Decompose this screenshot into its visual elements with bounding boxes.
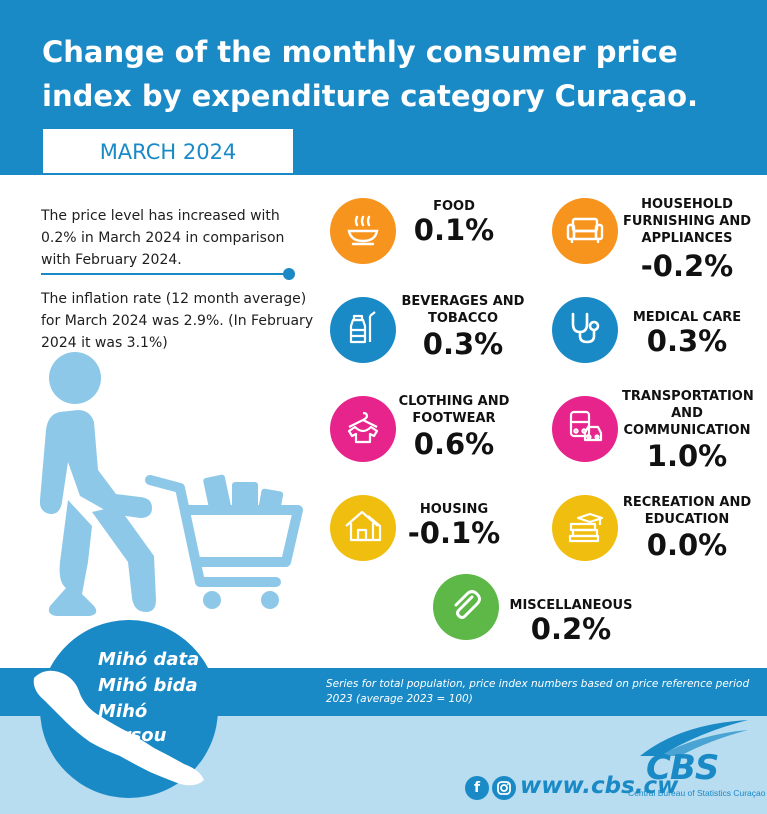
housing-category-badge xyxy=(330,495,396,561)
methodology-footnote: Series for total population, price index… xyxy=(326,678,750,705)
medical-care-category-badge xyxy=(552,297,618,363)
clothing-and-footwear-label: CLOTHING AND FOOTWEAR xyxy=(398,394,510,426)
housing-value: -0.1% xyxy=(407,516,501,550)
miscellaneous-category-badge xyxy=(433,574,499,640)
food-bowl-icon xyxy=(343,209,383,254)
clothing-and-footwear-value: 0.6% xyxy=(413,427,495,461)
household-furnishing-and-appliances-value: -0.2% xyxy=(640,249,734,283)
instagram-icon[interactable] xyxy=(492,776,516,800)
slogan-line-1: Mihó data xyxy=(98,649,200,670)
bottle-icon xyxy=(343,308,383,353)
household-furnishing-and-appliances-label: HOUSEHOLD FURNISHING AND APPLIANCES xyxy=(622,197,752,246)
household-furnishing-and-appliances-category-badge xyxy=(552,198,618,264)
sofa-icon xyxy=(564,209,606,254)
transportation-and-communication-value: 1.0% xyxy=(646,439,728,473)
bus-car-icon xyxy=(565,407,605,452)
clothing-and-footwear-category-badge xyxy=(330,396,396,462)
slogan-line-2: Mihó bida xyxy=(98,675,198,696)
beverages-and-tobacco-label: BEVERAGES AND TOBACCO xyxy=(401,294,525,326)
website-link[interactable]: www.cbs.cw xyxy=(520,773,679,799)
transportation-and-communication-category-badge xyxy=(552,396,618,462)
beverages-and-tobacco-value: 0.3% xyxy=(422,327,504,361)
slogan-line-3: Mihó kòrsou xyxy=(98,701,167,746)
miscellaneous-label: MISCELLANEOUS xyxy=(509,598,633,613)
cbs-full-name: Central Bureau of Statistics Curaçao xyxy=(628,788,766,798)
intro-inflation: The inflation rate (12 month average) fo… xyxy=(41,291,314,351)
shirt-hanger-icon xyxy=(343,407,383,452)
divider-line xyxy=(41,273,291,275)
miscellaneous-value: 0.2% xyxy=(530,612,612,646)
divider-dot xyxy=(283,268,295,280)
beverages-and-tobacco-category-badge xyxy=(330,297,396,363)
curacao-island-silhouette xyxy=(33,670,204,786)
food-category-badge xyxy=(330,198,396,264)
cbs-logo: CBS xyxy=(646,748,719,788)
medical-care-value: 0.3% xyxy=(646,324,728,358)
cbs-logo-swoosh xyxy=(640,720,748,756)
house-icon xyxy=(342,506,384,551)
page-title: Change of the monthly consumer price ind… xyxy=(42,35,699,113)
medical-care-label: MEDICAL CARE xyxy=(632,310,742,325)
paperclip-icon xyxy=(446,585,486,630)
facebook-icon[interactable]: f xyxy=(465,776,489,800)
shopper-cart-illustration xyxy=(39,352,303,616)
stethoscope-icon xyxy=(565,308,605,353)
intro-price-level: The price level has increased with 0.2% … xyxy=(41,208,285,268)
books-icon xyxy=(564,506,606,551)
period-label: MARCH 2024 xyxy=(41,127,295,173)
recreation-and-education-label: RECREATION AND EDUCATION xyxy=(622,495,752,527)
food-value: 0.1% xyxy=(413,213,495,247)
transportation-and-communication-label: TRANSPORTATION AND COMMUNICATION xyxy=(622,389,754,438)
housing-label: HOUSING xyxy=(419,502,489,517)
food-label: FOOD xyxy=(433,199,475,214)
recreation-and-education-category-badge xyxy=(552,495,618,561)
recreation-and-education-value: 0.0% xyxy=(646,528,728,562)
